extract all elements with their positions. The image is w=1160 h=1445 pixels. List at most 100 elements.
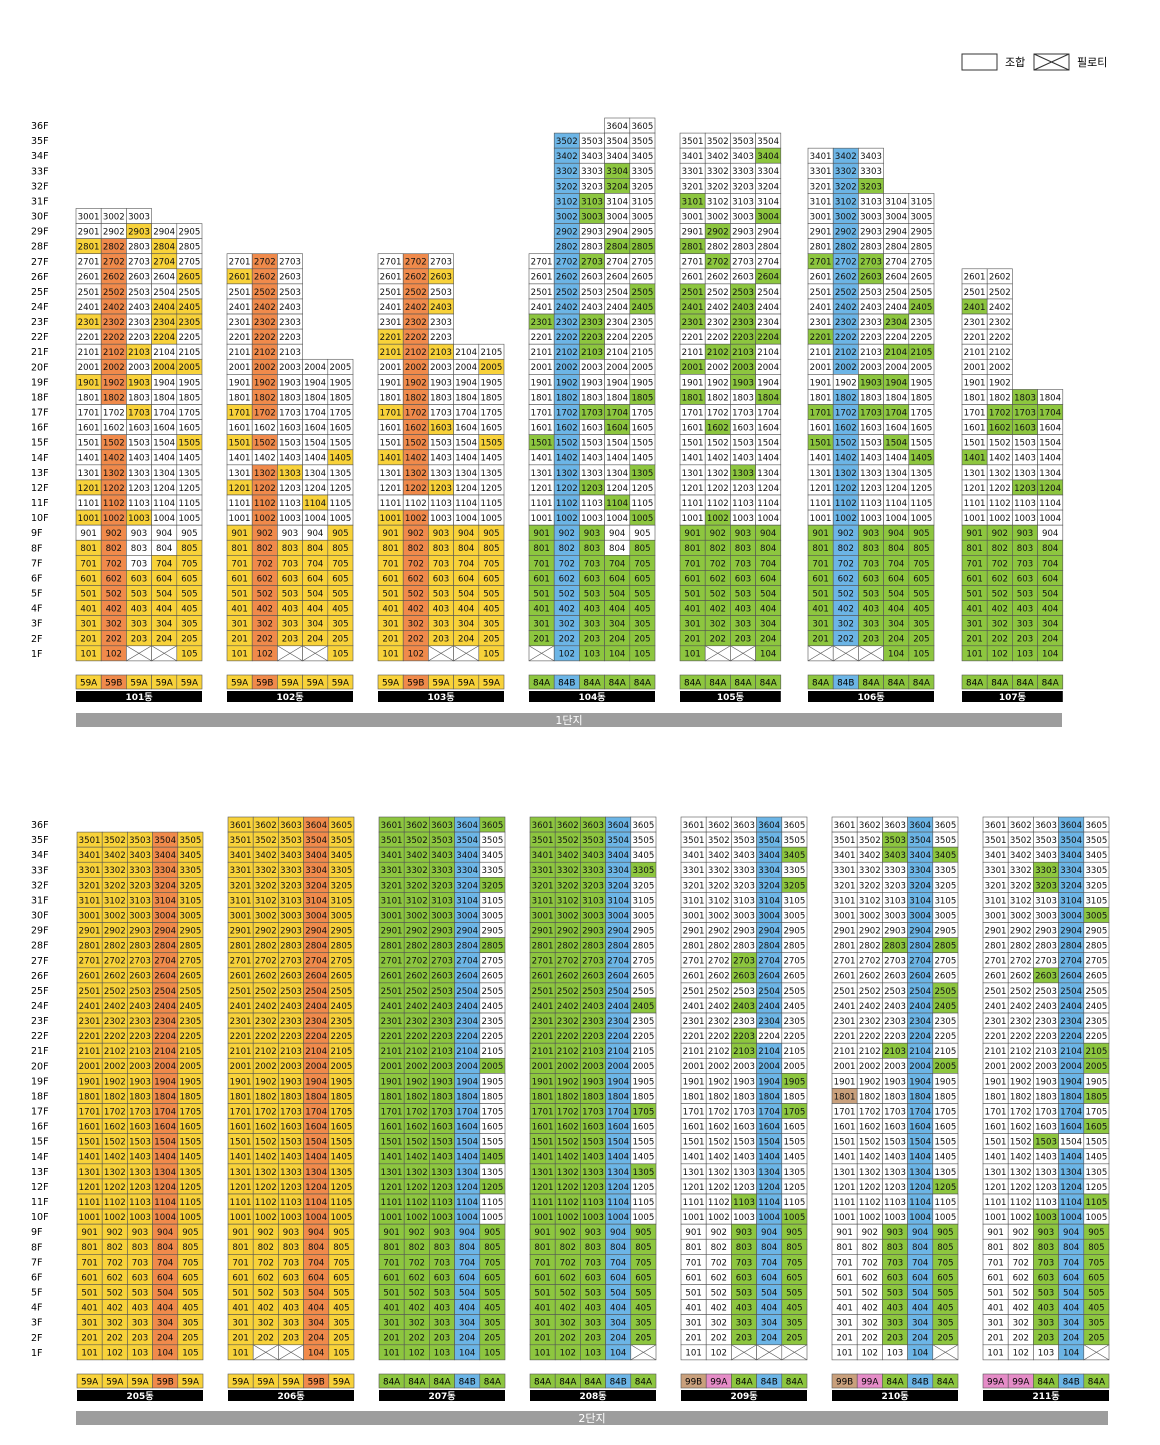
unit-cell: 102 bbox=[705, 1344, 732, 1361]
unit-cell: 1203 bbox=[580, 1178, 606, 1195]
unit-number: 2704 bbox=[606, 258, 628, 268]
unit-number: 2202 bbox=[835, 333, 857, 343]
unit-cell: 2102 bbox=[986, 343, 1013, 360]
unit-cell: 2304 bbox=[605, 1012, 632, 1029]
unit-number: 2303 bbox=[733, 1017, 755, 1027]
unit-cell: 3403 bbox=[429, 846, 455, 863]
unit-cell: 902 bbox=[101, 1223, 128, 1240]
unit-number: 1501 bbox=[230, 1138, 252, 1148]
unit-cell: 2203 bbox=[580, 1027, 606, 1044]
unit-cell: 1401 bbox=[961, 449, 988, 466]
unit-cell: 2102 bbox=[554, 1042, 581, 1059]
unit-number: 2804 bbox=[1060, 942, 1082, 952]
unit-cell: 2505 bbox=[479, 982, 506, 999]
unit-number: 1604 bbox=[909, 1123, 931, 1133]
unit-cell: 1004 bbox=[1037, 509, 1064, 526]
unit-cell: 1501 bbox=[831, 1133, 858, 1150]
unit-number: 1302 bbox=[707, 469, 729, 479]
unit-cell: 202 bbox=[704, 630, 731, 647]
unit-number: 601 bbox=[987, 1273, 1003, 1283]
unit-cell: 1902 bbox=[402, 374, 429, 390]
unit-number: 2604 bbox=[757, 273, 779, 283]
unit-cell: 3002 bbox=[100, 208, 127, 224]
unit-cell: 902 bbox=[252, 1223, 279, 1240]
unit-cell: 1904 bbox=[755, 374, 782, 390]
unit-number: 1002 bbox=[103, 514, 125, 524]
unit-cell: 2005 bbox=[629, 358, 656, 375]
unit-number: 3102 bbox=[835, 197, 857, 207]
unit-cell: 2304 bbox=[755, 313, 782, 330]
unit-cell: 3504 bbox=[1058, 831, 1085, 848]
unit-cell: 1804 bbox=[1037, 389, 1064, 405]
unit-number: 2102 bbox=[104, 1047, 126, 1057]
unit-cell: 1901 bbox=[377, 374, 404, 390]
unit-cell: 2702 bbox=[403, 952, 430, 969]
unit-number: 2403 bbox=[128, 303, 150, 313]
unit-cell: 1504 bbox=[907, 1133, 934, 1150]
unit-number: 1301 bbox=[810, 469, 832, 479]
unit-cell: 1101 bbox=[528, 494, 555, 511]
unit-cell: 3202 bbox=[403, 877, 430, 893]
unit-number: 2303 bbox=[279, 318, 301, 328]
unit-cell: 801 bbox=[807, 539, 834, 556]
unit-number: 2603 bbox=[884, 972, 906, 982]
unit-number: 2901 bbox=[230, 927, 252, 937]
unit-number: 101 bbox=[232, 1349, 248, 1359]
unit-number: 2704 bbox=[456, 957, 478, 967]
unit-number: 2704 bbox=[305, 957, 327, 967]
unit-cell: 2201 bbox=[831, 1027, 858, 1044]
unit-number: 1602 bbox=[1010, 1123, 1032, 1133]
unit-cell: 1202 bbox=[554, 1178, 581, 1195]
unit-number: 102 bbox=[107, 1349, 123, 1359]
unit-number: 2505 bbox=[910, 288, 932, 298]
unit-number: 1102 bbox=[405, 499, 427, 509]
unit-number: 1201 bbox=[683, 1183, 705, 1193]
unit-cell: 2201 bbox=[378, 1027, 405, 1044]
unit-cell: 1804 bbox=[152, 1088, 179, 1104]
unit-number: 2003 bbox=[582, 1062, 604, 1072]
unit-cell: 3501 bbox=[680, 831, 707, 848]
unit-cell: 1802 bbox=[402, 389, 429, 405]
unit-cell: 702 bbox=[986, 555, 1013, 571]
unit-number: 1003 bbox=[582, 1213, 604, 1223]
unit-number: 1703 bbox=[1035, 1107, 1057, 1117]
unit-number: 901 bbox=[534, 1228, 550, 1238]
unit-number: 902 bbox=[710, 529, 726, 539]
unit-number: 2901 bbox=[532, 927, 554, 937]
unit-cell: 305 bbox=[908, 615, 935, 632]
unit-cell: 2604 bbox=[907, 967, 934, 984]
unit-number: 2104 bbox=[154, 1047, 176, 1057]
unit-number: 2304 bbox=[758, 1017, 780, 1027]
unit-cell: 2301 bbox=[961, 313, 988, 330]
unit-number: 1005 bbox=[178, 514, 200, 524]
unit-cell: 1604 bbox=[605, 1118, 632, 1134]
unit-cell: 103 bbox=[580, 1344, 606, 1361]
unit-number: 2804 bbox=[154, 942, 176, 952]
unit-cell: 2301 bbox=[831, 1012, 858, 1029]
unit-cell: 1103 bbox=[428, 494, 454, 511]
unit-number: 804 bbox=[157, 1243, 173, 1253]
svg-text:102동: 102동 bbox=[276, 692, 303, 703]
unit-number: 2204 bbox=[305, 1032, 327, 1042]
unit-cell: 1405 bbox=[630, 1148, 657, 1165]
unit-cell: 1403 bbox=[731, 1148, 757, 1165]
piloti-cell bbox=[252, 1344, 279, 1361]
unit-cell: 3502 bbox=[856, 831, 883, 848]
unit-cell: 1101 bbox=[807, 494, 834, 511]
unit-number: 1801 bbox=[985, 1092, 1007, 1102]
unit-type-label: 59A bbox=[428, 674, 454, 690]
unit-number: 2304 bbox=[153, 318, 175, 328]
unit-cell: 1403 bbox=[429, 1148, 455, 1165]
unit-number: 1304 bbox=[154, 1168, 176, 1178]
unit-number: 1604 bbox=[153, 424, 175, 434]
unit-cell: 3201 bbox=[831, 877, 858, 893]
unit-number: 1302 bbox=[989, 469, 1011, 479]
unit-number: 1101 bbox=[380, 499, 402, 509]
unit-cell: 802 bbox=[100, 539, 127, 556]
unit-number: 2202 bbox=[707, 333, 729, 343]
unit-cell: 1401 bbox=[227, 1148, 254, 1165]
unit-cell: 2205 bbox=[781, 1027, 808, 1044]
unit-number: 1505 bbox=[632, 1138, 654, 1148]
unit-cell: 2203 bbox=[579, 328, 605, 345]
unit-number: 2903 bbox=[128, 228, 150, 238]
